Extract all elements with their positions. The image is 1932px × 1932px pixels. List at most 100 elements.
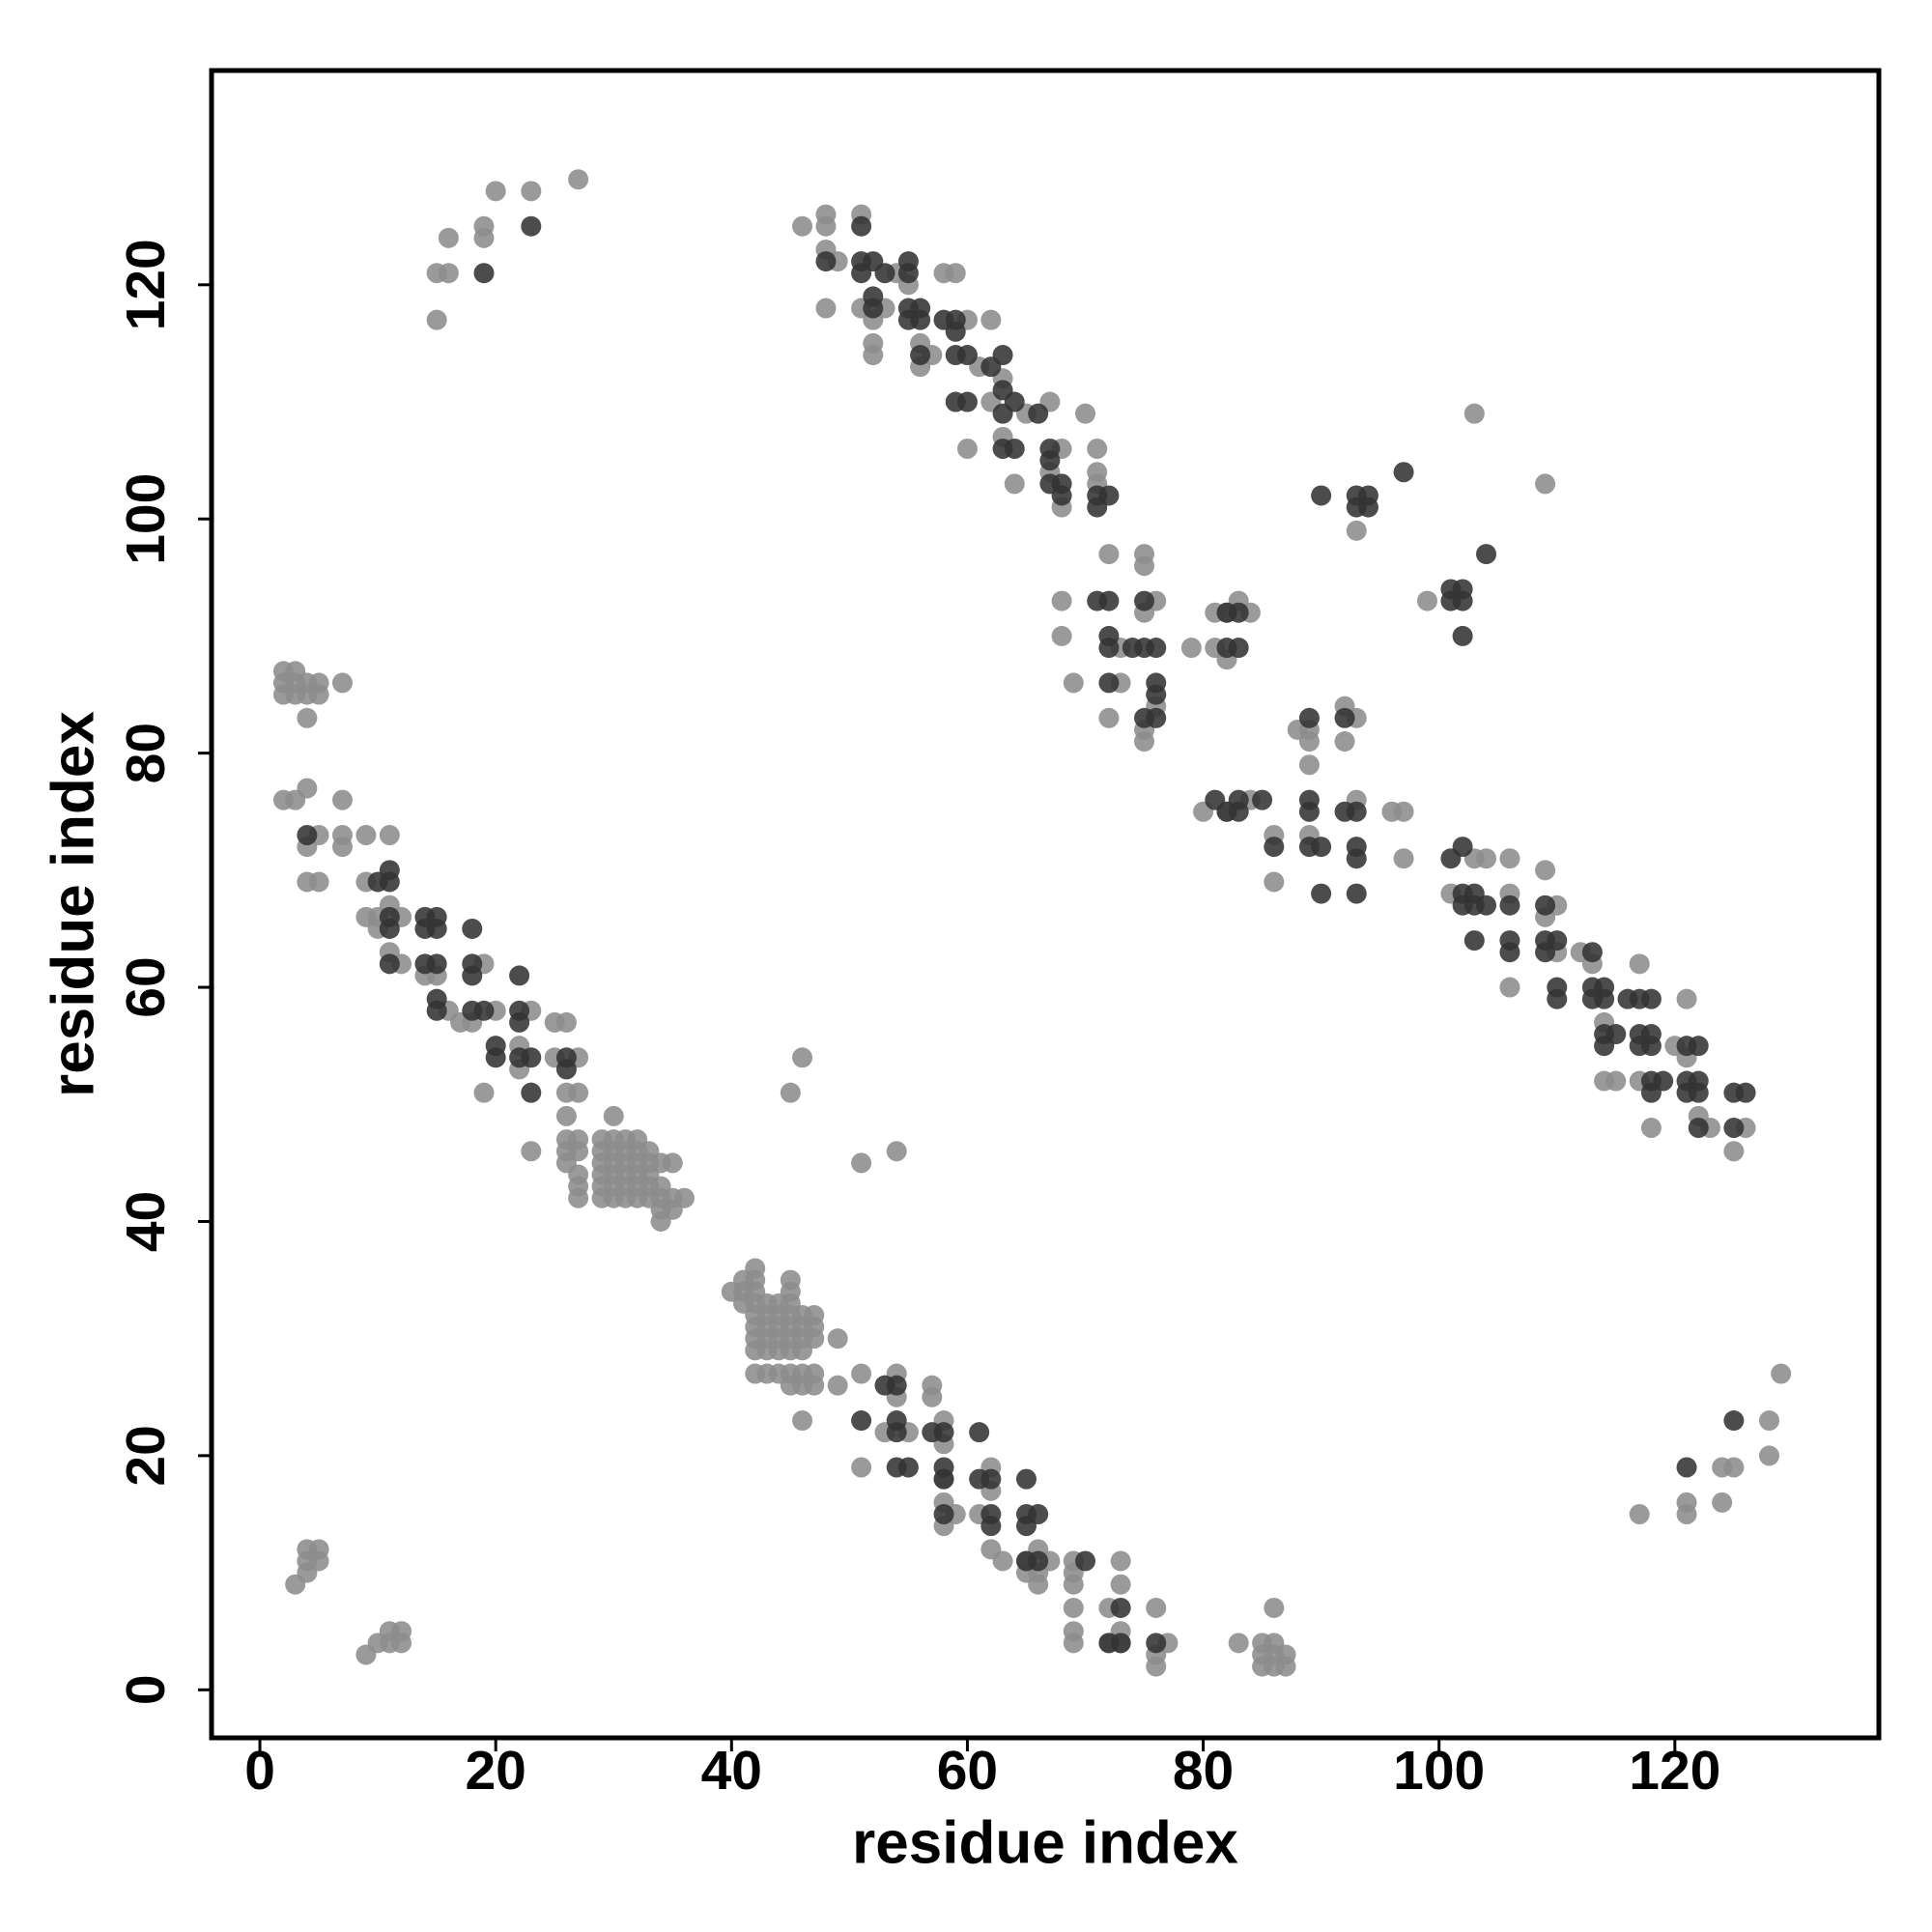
contact-point (1087, 439, 1108, 460)
contact-point (1216, 602, 1237, 623)
contact-point (1134, 555, 1155, 577)
contact-point (886, 1422, 907, 1443)
contact-point (1676, 988, 1697, 1009)
x-tick-label: 40 (701, 1740, 762, 1802)
contact-point (1723, 1410, 1745, 1432)
contact-point (1051, 625, 1072, 646)
contact-point (851, 215, 872, 237)
y-tick-label: 100 (115, 473, 177, 565)
contact-point (815, 215, 837, 237)
contact-point (1771, 1363, 1792, 1384)
contact-point (308, 871, 329, 893)
contact-point (792, 215, 813, 237)
contact-point (1298, 754, 1320, 776)
contact-point (1028, 1550, 1049, 1572)
contact-point (1004, 473, 1025, 495)
contact-point (1535, 895, 1556, 916)
contact-point (1640, 988, 1662, 1009)
contact-point (1605, 1024, 1627, 1045)
contact-point (521, 215, 542, 237)
contact-point (331, 789, 353, 810)
contact-point (509, 1011, 530, 1033)
contact-point (1758, 1445, 1779, 1466)
contact-point (780, 1082, 801, 1103)
contact-point (462, 918, 483, 939)
contact-point (1629, 953, 1650, 975)
contact-point (1004, 391, 1025, 412)
contact-point (874, 263, 895, 284)
contact-point (804, 1328, 825, 1350)
contact-point (1723, 1118, 1745, 1139)
contact-point (673, 1187, 695, 1208)
contact-point (1298, 731, 1320, 753)
contact-point (1075, 403, 1096, 424)
contact-point (568, 169, 589, 190)
contact-point (603, 1105, 624, 1126)
contact-point (331, 824, 353, 845)
contact-point (379, 871, 400, 893)
contact-point (1146, 684, 1167, 705)
contact-point (555, 1105, 577, 1126)
contact-point (1110, 1550, 1131, 1572)
contact-point (473, 1082, 495, 1103)
contact-point (1640, 1036, 1662, 1057)
contact-point (521, 1047, 542, 1068)
contact-point (956, 439, 978, 460)
contact-point (521, 1082, 542, 1103)
contact-point (568, 1187, 589, 1208)
contact-point (1098, 672, 1120, 694)
contact-point (662, 1152, 683, 1174)
y-tick-label: 40 (115, 1191, 177, 1252)
contact-point (509, 965, 530, 986)
contact-point (1393, 801, 1414, 822)
contact-point (827, 1328, 848, 1350)
contact-point (863, 298, 884, 319)
contact-point (1311, 837, 1332, 858)
contact-point (1499, 895, 1520, 916)
contact-point (945, 263, 966, 284)
contact-point (297, 707, 318, 728)
contact-point (1110, 1633, 1131, 1654)
contact-point (1346, 848, 1367, 869)
plot-area (272, 169, 1792, 1677)
contact-point (1004, 439, 1025, 460)
contact-point (521, 181, 542, 202)
contact-point (956, 345, 978, 366)
contact-point (827, 1375, 848, 1396)
contact-point (1110, 1574, 1131, 1595)
contact-point (1039, 450, 1061, 471)
contact-point (1028, 1503, 1049, 1524)
contact-point (1476, 848, 1497, 869)
contact-point (1357, 497, 1378, 518)
plot-frame (209, 68, 1882, 1741)
contact-point (792, 1047, 813, 1068)
contact-point (1535, 860, 1556, 881)
x-tick-label: 120 (1629, 1740, 1720, 1802)
contact-point (1275, 1656, 1296, 1677)
contact-point (933, 1422, 954, 1443)
contact-point (897, 263, 919, 284)
contact-point (969, 1422, 990, 1443)
contact-point (1393, 462, 1414, 483)
contact-point (1063, 672, 1084, 694)
y-tick-label: 20 (115, 1425, 177, 1486)
contact-point (462, 965, 483, 986)
contact-point (851, 1457, 872, 1478)
contact-point (851, 1410, 872, 1432)
x-tick-label: 100 (1393, 1740, 1485, 1802)
contact-point (1452, 590, 1473, 611)
contact-point (851, 263, 872, 284)
x-axis-label: residue index (852, 1809, 1238, 1876)
y-tick-label: 80 (115, 723, 177, 783)
contact-point (1098, 590, 1120, 611)
contact-point (1346, 883, 1367, 904)
contact-point (1676, 1457, 1697, 1478)
contact-point (308, 1550, 329, 1572)
contact-point (851, 1152, 872, 1174)
contact-point (1228, 638, 1249, 659)
contact-point (1605, 1070, 1627, 1092)
contact-point (1180, 638, 1202, 659)
contact-point (933, 1468, 954, 1490)
contact-point (379, 918, 400, 939)
